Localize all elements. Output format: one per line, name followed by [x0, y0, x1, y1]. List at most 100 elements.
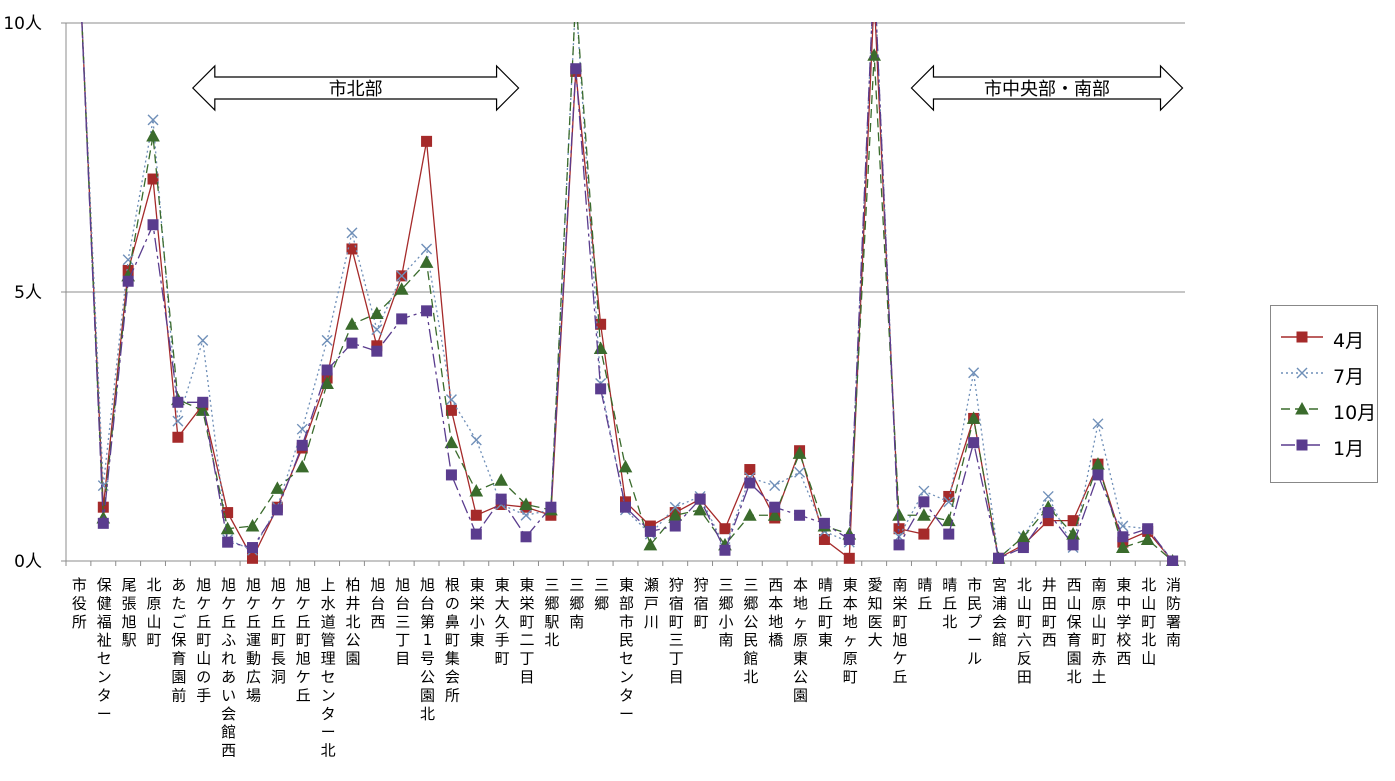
- data-point: [1296, 331, 1308, 343]
- x-tick-label: 市民プール: [967, 576, 982, 668]
- legend-swatch: [1281, 331, 1323, 343]
- data-point: [1017, 542, 1029, 554]
- data-point: [495, 493, 507, 505]
- data-point: [195, 403, 210, 416]
- data-point: [369, 306, 384, 320]
- data-point: [419, 255, 434, 268]
- data-point: [520, 509, 532, 521]
- data-point: [618, 459, 633, 473]
- data-point: [520, 531, 532, 543]
- x-tick-label: 旭ケ丘町長洞: [271, 576, 286, 686]
- x-tick-label: 旭ケ丘ふれあい会館西: [221, 576, 236, 760]
- data-point: [669, 501, 681, 513]
- x-tick-label: 晴丘町東: [818, 576, 833, 649]
- legend-swatch: [1281, 401, 1323, 415]
- data-point: [147, 114, 159, 126]
- data-point: [744, 477, 756, 489]
- data-point: [818, 517, 830, 529]
- data-point: [345, 317, 359, 330]
- x-tick-label: 旭台三丁目: [395, 576, 410, 668]
- plot-area: [81, 22, 1180, 566]
- data-point: [1092, 418, 1104, 430]
- data-point: [892, 508, 906, 521]
- x-tick-label: 東大久手町: [495, 576, 510, 668]
- data-point: [321, 334, 333, 346]
- data-point: [643, 537, 658, 551]
- data-point: [943, 528, 955, 540]
- x-tick-label: 東部市民センター: [619, 576, 634, 723]
- x-tick-label: 旭ケ丘町旭ケ丘: [296, 576, 311, 704]
- data-point: [247, 542, 258, 554]
- data-point: [993, 552, 1004, 564]
- data-point: [172, 431, 184, 443]
- x-tick-label: 瀬戸川: [644, 576, 659, 631]
- legend-item: 10月: [1271, 394, 1377, 424]
- data-point: [1092, 469, 1104, 481]
- x-tick-label: 晴丘北: [942, 576, 957, 631]
- legend-label: 10月: [1333, 402, 1377, 424]
- gridlines: [66, 22, 1185, 293]
- data-point: [893, 523, 905, 535]
- data-point: [1167, 555, 1179, 566]
- x-tick-label: 三郷小南: [718, 576, 733, 649]
- x-tick-label: 狩宿町三丁目: [669, 576, 684, 686]
- data-point: [494, 473, 509, 486]
- data-point: [843, 552, 855, 564]
- x-tick-label: 井田町西: [1042, 576, 1057, 649]
- data-point: [346, 337, 358, 349]
- x-tick-label: 北山町六反田: [1017, 576, 1032, 686]
- data-point: [197, 396, 209, 408]
- data-point: [296, 423, 308, 435]
- data-point: [669, 520, 681, 532]
- data-point: [1016, 529, 1031, 543]
- data-point: [693, 502, 707, 516]
- data-point: [247, 552, 258, 564]
- data-point: [644, 525, 656, 537]
- legend-swatch: [1281, 367, 1323, 379]
- data-point: [222, 536, 234, 548]
- data-point: [172, 396, 184, 408]
- data-point: [744, 464, 756, 476]
- data-point: [470, 434, 482, 446]
- data-point: [519, 497, 533, 511]
- double-arrow: [910, 64, 1184, 112]
- x-tick-label: 旭台西: [370, 576, 385, 631]
- legend-label: 4月: [1333, 330, 1365, 352]
- data-point: [421, 135, 433, 147]
- data-point: [1091, 457, 1105, 470]
- data-point: [1296, 439, 1308, 451]
- data-point: [445, 394, 457, 406]
- y-tick-label: 0人: [14, 552, 42, 572]
- x-tick-label: 宮浦会館: [992, 576, 1007, 649]
- legend-label: 7月: [1333, 366, 1365, 388]
- legend-item: 4月: [1271, 322, 1377, 352]
- data-point: [172, 415, 184, 427]
- data-point: [769, 501, 781, 513]
- x-tick-label: 西本地橋: [768, 576, 783, 649]
- x-tick-label: 愛知医大: [868, 576, 883, 649]
- data-point: [421, 243, 433, 255]
- x-tick-label: 三郷: [594, 576, 609, 612]
- annotation-label: 市中央部・南部: [984, 79, 1110, 100]
- x-tick-label: 東本地ヶ原町: [843, 576, 858, 686]
- data-point: [1067, 539, 1079, 551]
- data-point: [794, 509, 806, 521]
- data-point: [421, 305, 433, 317]
- data-point: [593, 341, 608, 354]
- annotation-label: 市北部: [329, 79, 383, 100]
- data-point: [296, 439, 308, 451]
- data-point: [320, 376, 334, 389]
- data-point: [1295, 401, 1309, 415]
- x-tick-label: 北原山町: [147, 576, 162, 649]
- data-point: [917, 508, 931, 521]
- data-point: [818, 533, 830, 545]
- data-point: [943, 490, 955, 502]
- data-point: [346, 227, 358, 239]
- x-tick-label: 東栄小東: [470, 576, 485, 649]
- data-point: [371, 324, 383, 336]
- x-tick-label: 保健福祉センター: [97, 576, 112, 723]
- data-point: [1042, 490, 1054, 502]
- data-point: [570, 63, 582, 75]
- y-tick-label: 10人: [3, 14, 42, 34]
- y-tick-label: 5人: [14, 283, 42, 303]
